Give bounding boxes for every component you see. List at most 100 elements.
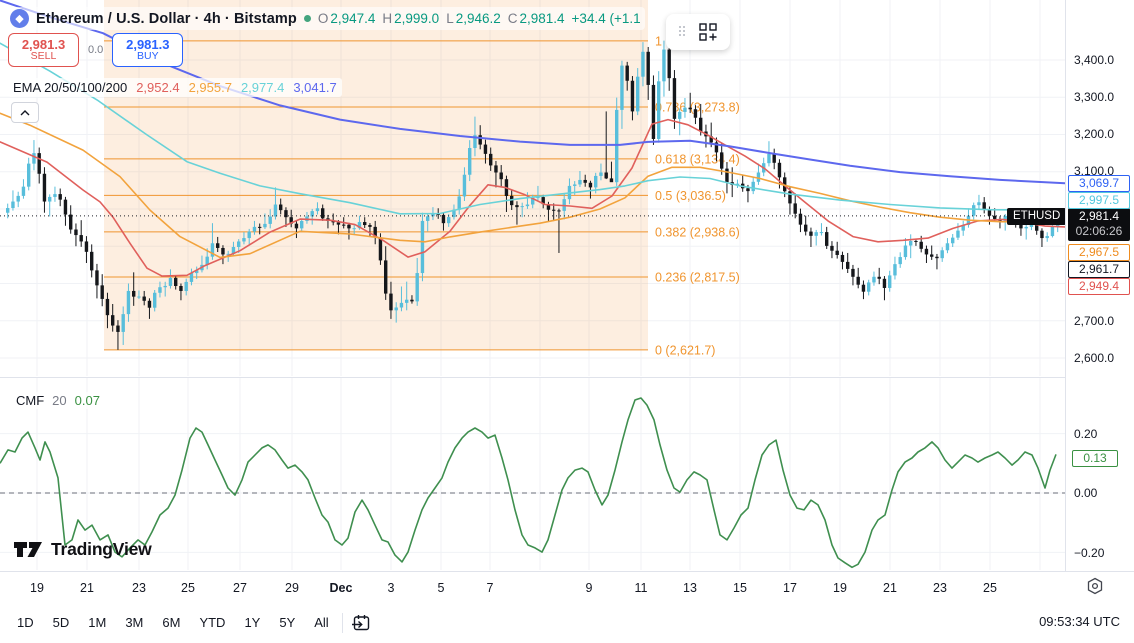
time-axis-label: 25 bbox=[181, 581, 195, 595]
cmf-param: 20 bbox=[52, 393, 67, 408]
quote-buttons: 2,981.3 SELL 0.0 2,981.3 BUY bbox=[8, 33, 184, 67]
price-axis-tick: 3,400.0 bbox=[1074, 53, 1115, 67]
axis-settings-gear-icon[interactable] bbox=[1086, 577, 1104, 595]
fib-level-label: 0.236 (2,817.5) bbox=[655, 270, 740, 284]
ema100-price-label: 2,997.5 bbox=[1068, 191, 1130, 209]
ema-legend-title: EMA 20/50/100/200 bbox=[13, 80, 128, 95]
ema-legend-value: 2,955.7 bbox=[188, 80, 232, 95]
tradingview-logo[interactable]: TradingView bbox=[14, 539, 152, 560]
time-axis-label: 17 bbox=[783, 581, 797, 595]
current-price-value: 2,981.4 bbox=[1078, 209, 1120, 223]
fib-retracement: 1 0.786 (3,273.8) 0.618 (3,134.4) 0.5 (3,03… bbox=[104, 0, 740, 357]
cmf-axis-tick: −0.20 bbox=[1074, 546, 1105, 560]
cmf-axis-tick: 0.20 bbox=[1074, 427, 1098, 441]
spread-value: 0.0 bbox=[88, 44, 104, 56]
time-axis-label: 29 bbox=[285, 581, 299, 595]
close-value: 2,981.4 bbox=[519, 11, 565, 26]
close-label: C bbox=[507, 11, 518, 26]
ema50-line bbox=[0, 112, 1065, 259]
utc-clock[interactable]: 09:53:34 UTC bbox=[1039, 614, 1120, 629]
range-button-1d[interactable]: 1D bbox=[17, 615, 34, 630]
time-axis-label: 19 bbox=[833, 581, 847, 595]
ema20-price-label: 2,949.4 bbox=[1068, 277, 1130, 295]
change-value: +34.4 (+1.1 bbox=[571, 11, 641, 26]
time-axis-label: 23 bbox=[132, 581, 146, 595]
ema-legend-value: 3,041.7 bbox=[293, 80, 337, 95]
ema200-price-label: 3,069.7 bbox=[1068, 174, 1130, 192]
ema-legend-value: 2,977.4 bbox=[240, 80, 285, 95]
ema50-price-label: 2,967.5 bbox=[1068, 243, 1130, 261]
fib-level-label: 0.382 (2,938.6) bbox=[655, 225, 740, 239]
price-axis-tick: 3,300.0 bbox=[1074, 90, 1115, 104]
range-button-6m[interactable]: 6M bbox=[162, 615, 181, 630]
time-axis-label: 9 bbox=[585, 581, 593, 595]
layout-grid-add-icon[interactable] bbox=[699, 23, 718, 41]
buy-button[interactable]: 2,981.3 BUY bbox=[112, 33, 184, 67]
low-label: L bbox=[446, 11, 454, 26]
time-axis-divider bbox=[0, 571, 1134, 572]
range-button-5y[interactable]: 5Y bbox=[279, 615, 296, 630]
price-axis[interactable]: 2,981.4 02:06:26 0.13 3,400.0 3,300.0 3,20… bbox=[1065, 0, 1134, 571]
cmf-axis-value-label: 0.13 bbox=[1072, 450, 1118, 467]
floating-toolbar[interactable] bbox=[666, 14, 730, 50]
cmf-axis-tick: 0.00 bbox=[1074, 486, 1098, 500]
price-and-cmf-chart-canvas[interactable]: 1 0.786 (3,273.8) 0.618 (3,134.4) 0.5 (3,03… bbox=[0, 0, 1065, 571]
ohlc-values: O 2,947.4 H 2,999.0 L 2,946.2 C 2,981.4 +34.… bbox=[318, 11, 641, 26]
high-value: 2,999.0 bbox=[394, 11, 440, 26]
range-button-1y[interactable]: 1Y bbox=[244, 615, 261, 630]
time-axis-label: 21 bbox=[883, 581, 897, 595]
chevron-up-icon bbox=[20, 109, 30, 115]
time-axis-label: 27 bbox=[233, 581, 247, 595]
price-axis-tick: 2,600.0 bbox=[1074, 351, 1115, 365]
range-buttons: 1D 5D 1M 3M 6M YTD 1Y 5Y All bbox=[6, 611, 337, 634]
time-axis-label: 13 bbox=[683, 581, 697, 595]
time-axis-label: 23 bbox=[933, 581, 947, 595]
symbol-price-tag: ETHUSD bbox=[1007, 208, 1067, 225]
ethereum-icon: ◆ bbox=[10, 9, 29, 28]
market-status-icon[interactable] bbox=[303, 15, 311, 22]
fib-level-label: 0 (2,621.7) bbox=[655, 343, 715, 357]
pane-divider[interactable] bbox=[0, 377, 1134, 378]
time-axis-label: 21 bbox=[80, 581, 94, 595]
low-value: 2,946.2 bbox=[455, 11, 501, 26]
range-button-1m[interactable]: 1M bbox=[88, 615, 107, 630]
range-button-all[interactable]: All bbox=[314, 615, 329, 630]
drag-handle-icon[interactable] bbox=[678, 26, 687, 38]
cmf-indicator-legend[interactable]: CMF 20 0.07 bbox=[13, 392, 103, 409]
time-axis-label: 19 bbox=[30, 581, 44, 595]
time-axis-label: 7 bbox=[486, 581, 494, 595]
toolbar-separator bbox=[341, 612, 343, 633]
time-axis-label: 11 bbox=[634, 581, 648, 595]
cmf-title: CMF bbox=[16, 393, 45, 408]
tradingview-glyph-icon bbox=[14, 542, 42, 557]
cmf-plot bbox=[0, 397, 1065, 569]
chart-title[interactable]: Ethereum / U.S. Dollar · 4h · Bitstamp bbox=[36, 10, 297, 27]
sell-label: SELL bbox=[30, 50, 57, 63]
open-value: 2,947.4 bbox=[330, 11, 376, 26]
symbol-legend: ◆ Ethereum / U.S. Dollar · 4h · Bitstamp… bbox=[6, 7, 645, 30]
date-range-toolbar: 1D 5D 1M 3M 6M YTD 1Y 5Y All bbox=[0, 602, 1134, 643]
fib-level-label: 0.618 (3,134.4) bbox=[655, 152, 740, 166]
fib-level-label: 1 bbox=[655, 34, 662, 48]
time-axis-label: Dec bbox=[329, 581, 353, 595]
candlestick-series bbox=[6, 40, 1065, 350]
go-to-date-calendar-icon[interactable] bbox=[351, 613, 372, 633]
ema-indicator-legend[interactable]: EMA 20/50/100/200 2,952.4 2,955.7 2,977.4 3… bbox=[8, 78, 342, 97]
sell-price: 2,981.3 bbox=[21, 36, 66, 52]
range-button-5d[interactable]: 5D bbox=[52, 615, 70, 630]
collapse-legend-button[interactable] bbox=[11, 102, 39, 123]
buy-price: 2,981.3 bbox=[126, 36, 170, 52]
price-axis-tick: 2,700.0 bbox=[1074, 314, 1115, 328]
buy-label: BUY bbox=[137, 50, 159, 63]
high-label: H bbox=[382, 11, 393, 26]
time-axis[interactable]: 19 21 23 25 27 29 Dec 3 5 7 9 11 13 15 17 19 21 23 25 bbox=[0, 572, 1134, 602]
bar-countdown: 02:06:26 bbox=[1075, 224, 1123, 238]
range-button-3m[interactable]: 3M bbox=[125, 615, 144, 630]
cmf-value: 0.07 bbox=[74, 393, 100, 408]
sell-button[interactable]: 2,981.3 SELL bbox=[8, 33, 79, 67]
price-line-label: 2,961.7 bbox=[1068, 260, 1130, 278]
time-axis-label: 5 bbox=[437, 581, 445, 595]
range-button-ytd[interactable]: YTD bbox=[199, 615, 226, 630]
ema20-line bbox=[0, 118, 1065, 277]
